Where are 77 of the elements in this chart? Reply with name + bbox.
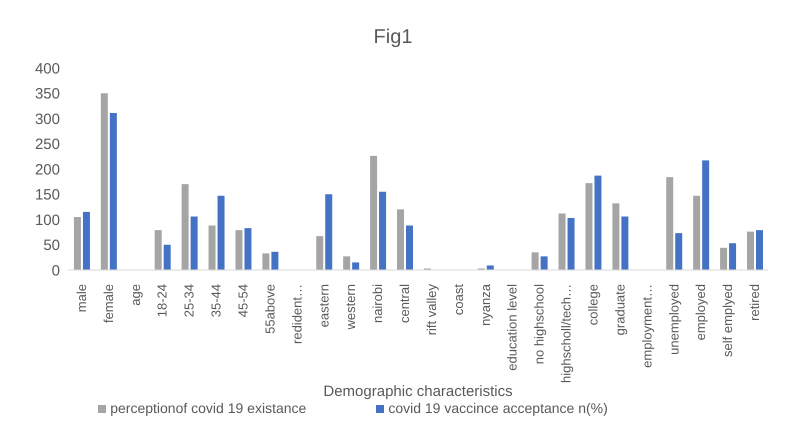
bar xyxy=(406,226,413,270)
bar xyxy=(82,212,90,270)
bar xyxy=(190,216,198,270)
bar xyxy=(666,177,674,270)
x-tick-label: age xyxy=(128,284,143,306)
x-tick-label: unemployed xyxy=(666,284,682,355)
x-tick-label: retired xyxy=(747,284,762,321)
bar xyxy=(612,203,620,270)
bar xyxy=(271,252,278,270)
x-tick-label: rift valley xyxy=(424,284,439,336)
bar xyxy=(379,192,386,270)
x-tick-label: employment… xyxy=(639,284,654,368)
bar xyxy=(182,184,189,270)
y-tick-label: 350 xyxy=(34,86,60,103)
legend-label: covid 19 vaccince acceptance n(%) xyxy=(388,400,608,416)
x-tick-label: 35-44 xyxy=(208,284,224,318)
bar xyxy=(747,232,754,270)
y-tick-label: 400 xyxy=(34,60,60,78)
x-tick-label: 25-34 xyxy=(182,284,197,318)
x-tick-label: central xyxy=(397,284,412,324)
bar xyxy=(343,256,350,270)
bar xyxy=(110,112,117,270)
bar xyxy=(244,228,252,270)
bar xyxy=(218,196,225,270)
y-tick-label: 0 xyxy=(52,262,60,280)
y-tick-label: 300 xyxy=(34,110,60,128)
bar xyxy=(164,244,171,270)
bar xyxy=(594,176,602,270)
bar xyxy=(532,252,539,270)
x-tick-label: no highschool xyxy=(532,284,547,364)
bar xyxy=(540,256,548,270)
bar xyxy=(729,243,736,270)
y-tick-label: 50 xyxy=(43,237,60,254)
x-tick-label: self emplyed xyxy=(720,284,736,357)
x-tick-label: 18-24 xyxy=(154,284,170,318)
x-tick-label: redident… xyxy=(289,284,304,344)
bar xyxy=(558,213,566,270)
bar xyxy=(352,262,360,270)
bar xyxy=(397,209,404,270)
y-tick-label: 200 xyxy=(34,161,60,178)
bar xyxy=(235,230,242,270)
x-tick-label: coast xyxy=(450,284,466,316)
x-tick-label: female xyxy=(100,284,116,324)
x-tick-label: male xyxy=(74,284,89,312)
bar xyxy=(208,226,216,270)
chart-title: Fig1 xyxy=(372,25,414,50)
x-tick-label: 45-54 xyxy=(236,284,250,318)
x-tick-label: highscholl/tech… xyxy=(558,284,574,383)
bar xyxy=(585,183,592,270)
bar xyxy=(154,230,162,270)
bar xyxy=(370,156,378,270)
x-tick-label: eastern xyxy=(316,284,332,328)
bar xyxy=(568,218,575,270)
legend-label: perceptionof covid 19 existance xyxy=(110,400,306,416)
x-tick-label: nyanza xyxy=(478,283,493,326)
bar xyxy=(621,216,628,270)
bar xyxy=(720,248,728,270)
bar xyxy=(262,253,270,270)
x-tick-label: 55above xyxy=(262,284,278,334)
bar xyxy=(756,230,763,270)
x-tick-label: graduate xyxy=(612,284,628,336)
bar xyxy=(675,233,682,270)
x-tick-label: education level xyxy=(504,284,520,371)
x-tick-label: nairobi xyxy=(370,284,386,324)
x-axis-title: Demographic characteristics xyxy=(323,383,513,400)
bar xyxy=(316,236,324,270)
bar xyxy=(693,196,700,270)
bar xyxy=(100,93,108,270)
bar xyxy=(325,194,332,270)
bar xyxy=(702,160,710,270)
x-tick-label: employed xyxy=(693,284,708,340)
x-tick-label: college xyxy=(586,284,600,326)
y-tick-label: 100 xyxy=(34,212,60,229)
bar xyxy=(74,216,81,270)
y-tick-label: 250 xyxy=(34,136,60,154)
x-tick-label: western xyxy=(343,284,358,331)
y-tick-label: 150 xyxy=(34,186,60,204)
